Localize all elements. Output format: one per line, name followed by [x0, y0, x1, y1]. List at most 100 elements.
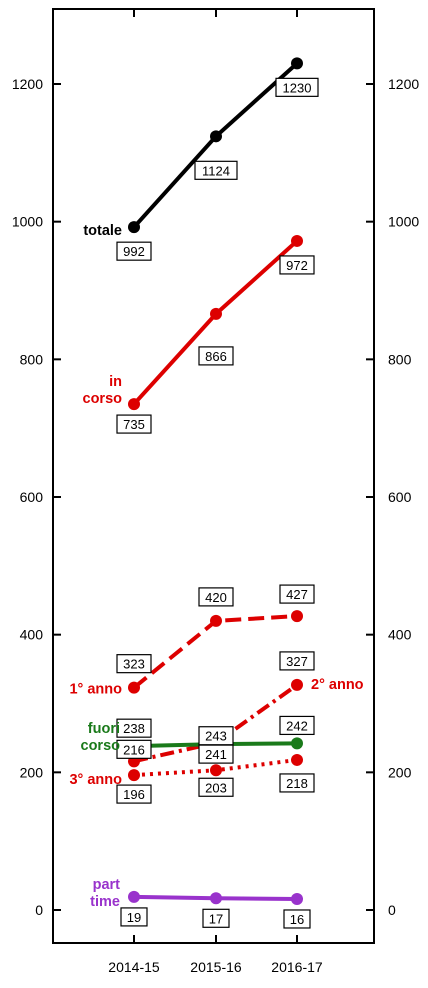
data-label: 17	[202, 908, 230, 928]
data-point	[128, 769, 140, 782]
plot-frame	[52, 8, 375, 944]
data-point	[291, 678, 303, 691]
data-label: 218	[279, 773, 315, 793]
data-label-value: 16	[290, 912, 304, 927]
data-label-box	[116, 414, 152, 434]
data-label-value: 243	[205, 729, 227, 744]
data-label-box	[202, 908, 230, 928]
series-name: part	[93, 877, 121, 893]
data-label-value: 203	[205, 780, 227, 795]
data-label: 866	[198, 346, 234, 366]
data-point	[291, 610, 303, 623]
data-label-box	[120, 907, 148, 927]
x-tick-label: 2016-17	[271, 959, 323, 975]
data-label-box	[116, 739, 152, 759]
data-label: 196	[116, 784, 152, 804]
data-label-value: 241	[205, 747, 227, 762]
data-label-box	[279, 715, 315, 736]
data-label-value: 323	[123, 657, 145, 672]
data-label-box	[116, 784, 152, 804]
data-label: 203	[198, 777, 234, 797]
data-label-box	[116, 654, 152, 674]
data-point	[291, 234, 303, 247]
data-point	[291, 892, 303, 905]
series-name: time	[90, 894, 120, 910]
data-label-value: 238	[123, 721, 145, 736]
data-point	[210, 307, 222, 320]
data-label-box	[279, 651, 315, 671]
data-label-box	[194, 160, 238, 180]
data-label-value: 218	[286, 776, 308, 791]
data-label: 972	[279, 255, 315, 275]
data-label: 242	[279, 715, 315, 736]
data-label: 238	[116, 718, 152, 738]
data-label: 241	[198, 744, 234, 764]
x-tick-label: 2015-16	[190, 959, 242, 975]
data-label-box	[279, 773, 315, 793]
y-tick-label-right: 600	[388, 489, 412, 505]
y-tick-label-left: 1200	[12, 76, 43, 92]
y-tick-label-left: 200	[20, 764, 44, 780]
data-label: 19	[120, 907, 148, 927]
data-label-box	[279, 584, 315, 604]
data-label-box	[116, 241, 152, 261]
y-tick-label-right: 1000	[388, 214, 419, 230]
x-tick-label: 2014-15	[108, 959, 160, 975]
y-tick-label-left: 600	[20, 489, 44, 505]
series-name: 3° anno	[69, 772, 122, 788]
data-point	[128, 221, 140, 234]
data-label-box	[275, 77, 319, 97]
data-label: 16	[283, 909, 311, 929]
data-label-box	[198, 744, 234, 764]
data-label-box	[116, 718, 152, 738]
data-label-box	[198, 587, 234, 607]
y-tick-label-right: 1200	[388, 76, 419, 92]
data-label-value: 735	[123, 417, 145, 432]
data-label-box	[198, 777, 234, 797]
series-name: in	[109, 374, 122, 390]
data-point	[291, 57, 303, 70]
data-label: 1124	[194, 160, 238, 180]
data-label-value: 427	[286, 587, 308, 602]
data-point	[210, 764, 222, 777]
data-label-value: 420	[205, 590, 227, 605]
data-point	[128, 681, 140, 694]
data-label-box	[279, 255, 315, 275]
data-label: 216	[116, 739, 152, 759]
data-label-value: 216	[123, 742, 145, 757]
y-tick-label-left: 0	[35, 902, 43, 918]
y-tick-label-right: 800	[388, 351, 412, 367]
data-point	[128, 890, 140, 903]
y-tick-label-right: 400	[388, 627, 412, 643]
data-point	[128, 398, 140, 411]
series-name: 1° anno	[69, 682, 122, 698]
data-label-box	[283, 909, 311, 929]
data-label: 420	[198, 587, 234, 607]
data-label: 323	[116, 654, 152, 674]
data-point	[291, 753, 303, 766]
series-name: corso	[83, 391, 123, 407]
data-point	[291, 737, 303, 750]
data-label-value: 972	[286, 258, 308, 273]
data-label-value: 327	[286, 654, 308, 669]
y-tick-label-right: 200	[388, 764, 412, 780]
y-tick-label-left: 400	[20, 627, 44, 643]
series-name: 2° anno	[311, 677, 364, 693]
data-labels: 992 1124 1230 735 866 972 323 420 427 216 243 327 23…	[116, 77, 319, 929]
data-label: 992	[116, 241, 152, 261]
data-label-value: 866	[205, 349, 227, 364]
data-label-value: 1124	[202, 163, 230, 178]
data-label: 243	[198, 726, 234, 746]
series-name: fuori	[88, 721, 120, 737]
data-label-value: 196	[123, 787, 145, 802]
series-name: corso	[81, 738, 121, 754]
series-line	[132, 239, 299, 406]
axis-ticks: 0 0 200 200 400 400 600 600 800 800 1000 1000 1200 12…	[12, 9, 419, 975]
data-label: 327	[279, 651, 315, 671]
data-label: 427	[279, 584, 315, 604]
data-label-value: 19	[127, 910, 141, 925]
data-label-value: 242	[286, 718, 308, 733]
data-label: 1230	[275, 77, 319, 97]
